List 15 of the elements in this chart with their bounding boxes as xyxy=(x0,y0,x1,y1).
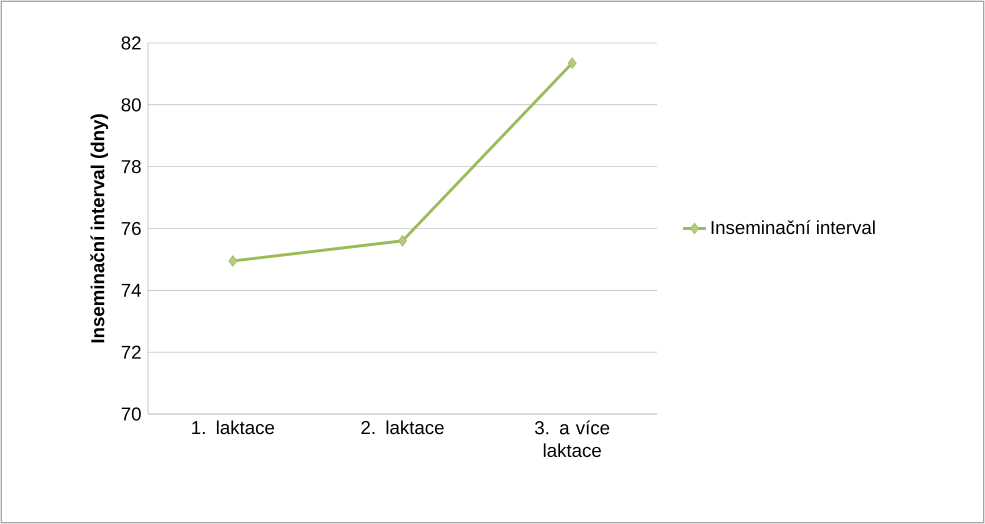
y-tick-label: 70 xyxy=(122,407,141,421)
point xyxy=(228,255,238,267)
legend-label: Inseminační interval xyxy=(712,220,875,234)
y-tick-label: 72 xyxy=(122,346,141,359)
point xyxy=(398,235,407,247)
y-tick-label: 78 xyxy=(122,160,141,174)
x-tick-label: 3. a více laktace xyxy=(535,420,610,458)
y-tick-label: 80 xyxy=(122,98,141,112)
y-axis-title: Inseminační interval (dny) xyxy=(90,114,108,342)
x-tick-label: 2. laktace xyxy=(361,420,444,434)
x-tick-label: 1. laktace xyxy=(192,420,274,434)
y-tick-label: 82 xyxy=(122,36,141,50)
y-tick-label: 74 xyxy=(122,284,141,297)
y-tick-label: 76 xyxy=(122,222,141,236)
point xyxy=(568,57,577,69)
